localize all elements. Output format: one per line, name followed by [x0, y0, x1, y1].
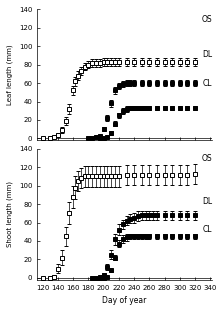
Text: CL: CL [202, 225, 212, 234]
Text: CL: CL [202, 79, 212, 88]
Text: DL: DL [202, 50, 212, 59]
Text: OS: OS [201, 154, 212, 163]
Y-axis label: Shoot length (mm): Shoot length (mm) [7, 181, 13, 247]
Text: DL: DL [202, 197, 212, 206]
Text: OS: OS [201, 15, 212, 24]
X-axis label: Day of year: Day of year [102, 296, 147, 305]
Y-axis label: Leaf length (mm): Leaf length (mm) [7, 45, 13, 105]
